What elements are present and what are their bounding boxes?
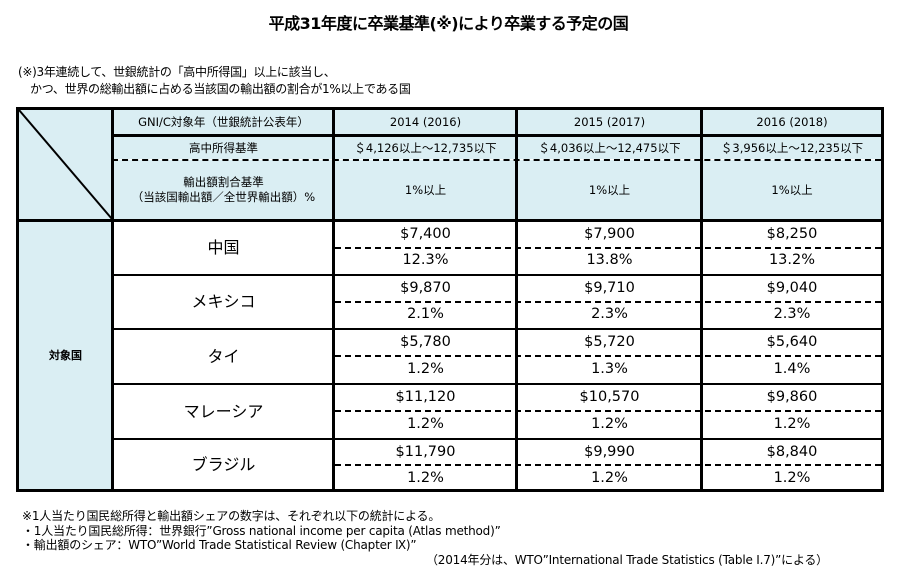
col-2014-export: 1%以上 [335,160,516,220]
gni-value: $9,040 [766,280,818,296]
gni-value: $8,840 [766,443,818,460]
criteria-note-line1: (※)3年連続して、世銀統計の「高中所得国」以上に該当し、 [18,65,336,79]
gni-value: $10,570 [579,389,640,405]
gni-value: $9,990 [584,443,635,460]
gni-value: $9,860 [766,389,818,405]
share-value: 1.2% [773,416,811,432]
col-2016-year: 2016 (2018) [703,110,881,135]
diagonal-line-icon [19,110,112,219]
gni-value: $5,640 [766,334,818,350]
gni-value: $9,870 [400,280,451,296]
share-value: 1.2% [773,469,811,486]
footnote-line4: （2014年分は、WTO”International Trade Statist… [426,552,828,567]
country-malaysia: マレーシア [183,401,264,421]
share-value: 2.3% [773,306,811,322]
share-value: 13.8% [586,252,633,268]
col-2014-year: 2014 (2016) [335,110,516,135]
divider [700,110,703,489]
gni-value: $5,720 [584,334,635,350]
dashed-divider [335,464,881,466]
year-label-cell: GNI/C対象年（世銀統計公表年） [114,110,333,135]
dashed-divider [112,159,881,161]
footnote-line1: ※1人当たり国民総所得と輸出額シェアの数字は、それぞれ以下の統計による。 [22,509,441,523]
dashed-divider [335,247,881,249]
country-brazil: ブラジル [191,455,256,474]
country-mexico: メキシコ [191,292,256,311]
share-value: 1.2% [407,469,444,486]
divider [332,110,335,489]
share-value: 1.2% [591,416,628,432]
gni-value: $7,400 [400,226,451,242]
share-value: 2.1% [407,306,444,322]
divider [112,274,881,276]
share-value: 1.2% [407,361,444,377]
divider [19,219,881,222]
share-value: 1.2% [407,416,444,432]
income-label-cell: 高中所得基準 [114,137,333,159]
row-group-label: 対象国 [19,222,112,489]
graduation-table: 対象国 GNI/C対象年（世銀統計公表年） 高中所得基準 輸出額割合基準 （当該… [16,107,884,492]
col-2015-income: ＄4,036以上～12,475以下 [518,137,701,159]
share-value: 1.2% [591,469,628,486]
col-2015-export: 1%以上 [518,160,701,220]
share-value: 13.2% [768,252,816,268]
divider [111,110,114,489]
col-2014-income: ＄4,126以上～12,735以下 [335,137,516,159]
criteria-note: (※)3年連続して、世銀統計の「高中所得国」以上に該当し、 かつ、世界の総輸出額… [18,64,411,98]
gni-value: $11,790 [395,443,456,460]
gni-value: $11,120 [395,389,456,405]
share-value: 1.3% [591,361,628,377]
footnote-line3: ・輸出額のシェア：WTO”World Trade Statistical Rev… [22,538,417,552]
dashed-divider [335,355,881,357]
export-label-cell: 輸出額割合基準 （当該国輸出額／全世界輸出額）% [114,160,333,220]
gni-value: $8,250 [766,226,818,242]
gni-value: $9,710 [584,280,635,296]
col-2016-export: 1%以上 [703,160,881,220]
share-value: 12.3% [402,252,449,268]
col-2015-year: 2015 (2017) [518,110,701,135]
footnote-line2: ・1人当たり国民総所得：世界銀行”Gross national income p… [22,523,501,538]
share-value: 2.3% [591,306,628,322]
divider [112,328,881,330]
country-china: 中国 [207,238,240,257]
divider [112,134,881,137]
criteria-note-line2: かつ、世界の総輸出額に占める当該国の輸出額の割合が1%以上である国 [30,82,411,96]
footnotes: ※1人当たり国民総所得と輸出額シェアの数字は、それぞれ以下の統計による。 ・1人… [22,509,828,567]
gni-value: $5,780 [400,334,451,350]
col-2016-income: ＄3,956以上～12,235以下 [703,137,881,159]
divider [112,383,881,385]
gni-value: $7,900 [584,226,635,242]
country-thailand: タイ [207,346,240,366]
share-value: 1.4% [773,361,811,377]
page-title: 平成31年度に卒業基準(※)により卒業する予定の国 [268,14,629,33]
dashed-divider [335,301,881,303]
divider [515,110,518,489]
dashed-divider [335,410,881,412]
divider [112,438,881,440]
